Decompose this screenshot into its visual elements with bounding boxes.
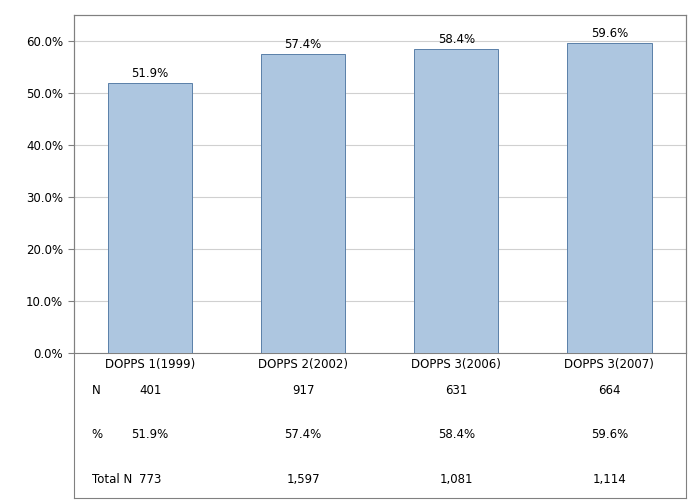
Text: 401: 401 [139, 384, 161, 397]
Text: %: % [92, 428, 103, 441]
Text: 57.4%: 57.4% [285, 428, 322, 441]
Text: N: N [92, 384, 101, 397]
Text: 917: 917 [292, 384, 314, 397]
Text: 58.4%: 58.4% [438, 428, 475, 441]
Bar [108, 83, 192, 352]
Text: 57.4%: 57.4% [285, 38, 322, 52]
Text: 631: 631 [445, 384, 468, 397]
Text: 1,597: 1,597 [286, 473, 320, 486]
Text: 51.9%: 51.9% [132, 428, 169, 441]
Text: 59.6%: 59.6% [591, 428, 628, 441]
Text: 1,081: 1,081 [440, 473, 473, 486]
Bar [261, 54, 345, 352]
Text: 51.9%: 51.9% [132, 67, 169, 80]
Bar [414, 50, 498, 352]
Text: 59.6%: 59.6% [591, 27, 628, 40]
Text: 58.4%: 58.4% [438, 33, 475, 46]
Text: 773: 773 [139, 473, 161, 486]
Text: 664: 664 [598, 384, 621, 397]
Text: Total N: Total N [92, 473, 132, 486]
Bar [567, 43, 652, 352]
Text: 1,114: 1,114 [593, 473, 626, 486]
